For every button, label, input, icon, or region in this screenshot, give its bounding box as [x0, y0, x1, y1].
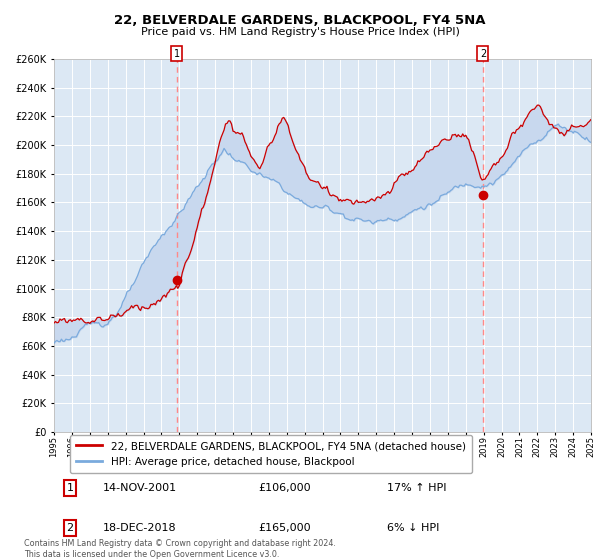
Text: 1: 1: [174, 49, 180, 59]
Text: £106,000: £106,000: [258, 483, 311, 493]
Text: 22, BELVERDALE GARDENS, BLACKPOOL, FY4 5NA: 22, BELVERDALE GARDENS, BLACKPOOL, FY4 5…: [114, 14, 486, 27]
Text: 18-DEC-2018: 18-DEC-2018: [103, 523, 176, 533]
Text: Contains HM Land Registry data © Crown copyright and database right 2024.
This d: Contains HM Land Registry data © Crown c…: [24, 539, 336, 559]
Text: 14-NOV-2001: 14-NOV-2001: [103, 483, 176, 493]
Text: £165,000: £165,000: [258, 523, 311, 533]
Text: Price paid vs. HM Land Registry's House Price Index (HPI): Price paid vs. HM Land Registry's House …: [140, 27, 460, 37]
Text: 6% ↓ HPI: 6% ↓ HPI: [387, 523, 439, 533]
Legend: 22, BELVERDALE GARDENS, BLACKPOOL, FY4 5NA (detached house), HPI: Average price,: 22, BELVERDALE GARDENS, BLACKPOOL, FY4 5…: [70, 435, 472, 473]
Text: 1: 1: [67, 483, 74, 493]
Text: 2: 2: [480, 49, 486, 59]
Text: 17% ↑ HPI: 17% ↑ HPI: [387, 483, 446, 493]
Text: 2: 2: [67, 523, 74, 533]
